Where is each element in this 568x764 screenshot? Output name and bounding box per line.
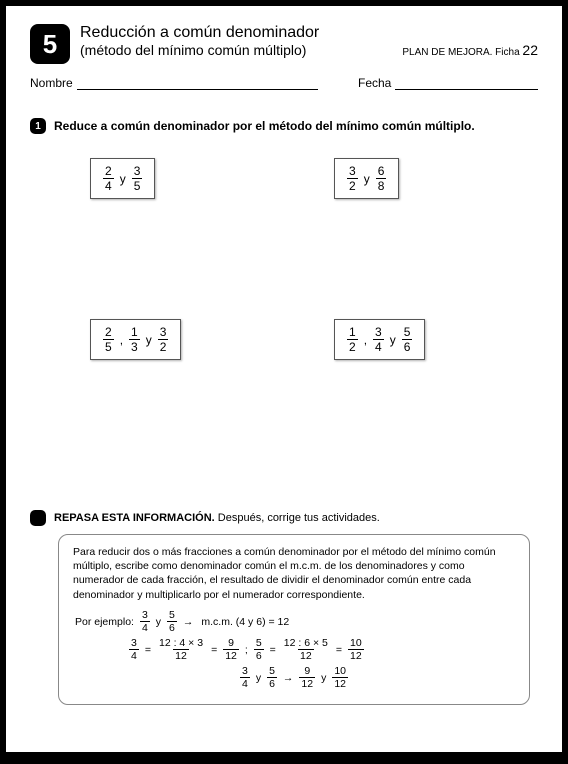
exercise-number-badge: 1 — [30, 118, 46, 134]
exercise-header: 1 Reduce a común denominador por el méto… — [30, 118, 538, 134]
lesson-number-badge: 5 — [30, 24, 70, 64]
name-date-row: Nombre Fecha — [30, 76, 538, 90]
problem-box: 32 y 68 — [334, 158, 399, 199]
header: 5 Reducción a común denominador (método … — [30, 24, 538, 64]
example-line-3: 34 y 56 → 912 y 1012 — [73, 666, 515, 690]
plan-text: PLAN DE MEJORA. Ficha — [402, 47, 519, 58]
page-subtitle: (método del mínimo común múltiplo) — [80, 42, 306, 58]
plan-number: 22 — [522, 42, 538, 58]
exercise-instruction: Reduce a común denominador por el método… — [54, 119, 475, 133]
name-label: Nombre — [30, 76, 73, 90]
example-line-1: Por ejemplo: 34 y 56 → m.c.m. (4 y 6) = … — [73, 610, 515, 634]
name-line[interactable] — [77, 78, 318, 90]
review-title: REPASA ESTA INFORMACIÓN. Después, corrig… — [54, 512, 380, 524]
date-label: Fecha — [358, 76, 391, 90]
review-header: REPASA ESTA INFORMACIÓN. Después, corrig… — [30, 510, 538, 526]
review-text: Para reducir dos o más fracciones a comú… — [73, 545, 515, 602]
problems-grid: 24 y 35 32 y 68 25 , 13 y 32 12 , 34 y 5… — [90, 158, 498, 360]
date-field: Fecha — [358, 76, 538, 90]
title-block: Reducción a común denominador (método de… — [80, 24, 538, 58]
plan-label: PLAN DE MEJORA. Ficha 22 — [402, 42, 538, 58]
review-box: Para reducir dos o más fracciones a comú… — [58, 534, 530, 705]
worksheet-page: 5 Reducción a común denominador (método … — [6, 6, 562, 752]
review-bullet-icon — [30, 510, 46, 526]
problem-box: 25 , 13 y 32 — [90, 319, 181, 360]
example-line-2: 34 = 12 : 4 × 312 = 912 ; 56 = 12 : 6 × … — [129, 638, 515, 662]
page-title: Reducción a común denominador — [80, 24, 538, 42]
name-field: Nombre — [30, 76, 318, 90]
date-line[interactable] — [395, 78, 538, 90]
problem-box: 12 , 34 y 56 — [334, 319, 425, 360]
problem-box: 24 y 35 — [90, 158, 155, 199]
